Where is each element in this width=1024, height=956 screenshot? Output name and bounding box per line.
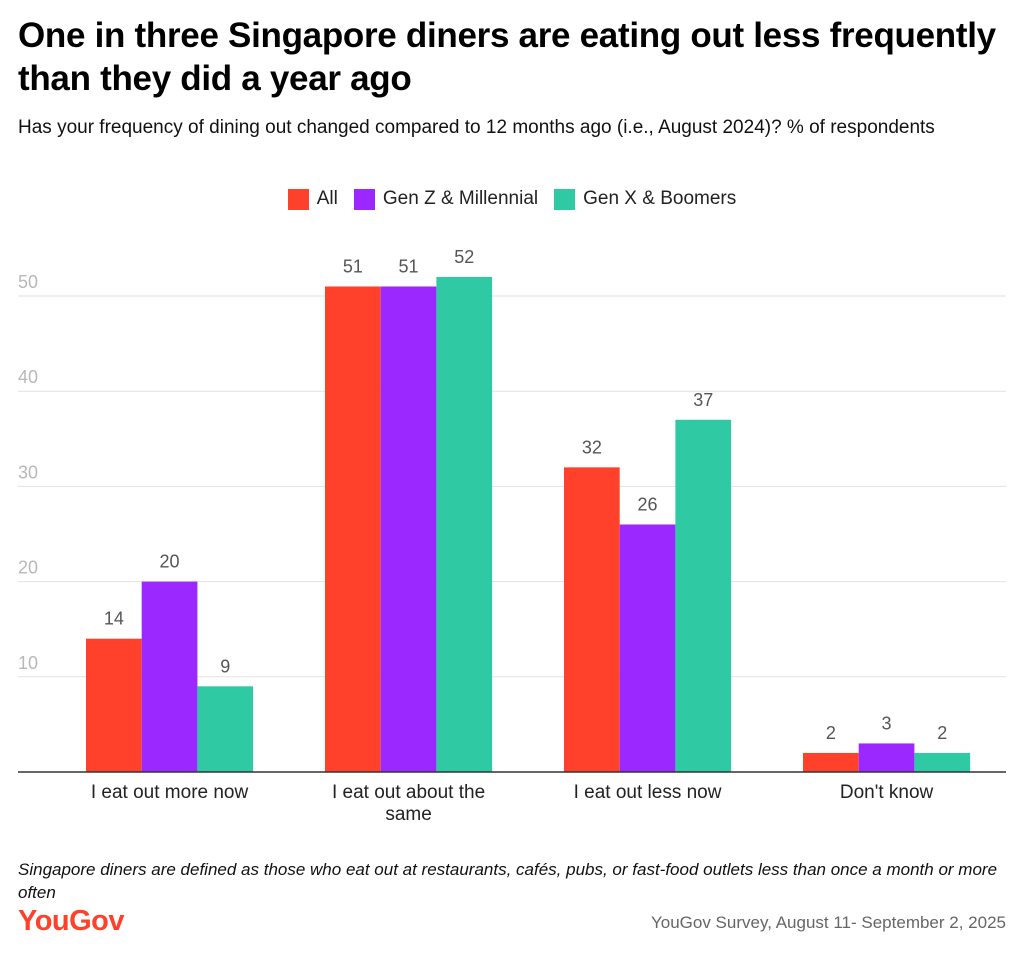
- legend-swatch-genz: [353, 188, 375, 210]
- bar-0-1: [141, 581, 198, 772]
- category-label-2: I eat out less now: [574, 782, 722, 803]
- y-tick-label-20: 20: [18, 558, 38, 578]
- category-label-0: I eat out more now: [91, 782, 249, 803]
- legend-label-genz: Gen Z & Millennial: [382, 188, 539, 209]
- bar-1-2: [436, 276, 493, 772]
- bar-2-0: [564, 467, 620, 772]
- legend-item-genz: Gen Z & Millennial: [353, 188, 539, 210]
- chart-subtitle: Has your frequency of dining out changed…: [18, 117, 935, 138]
- yougov-logo: YouGov: [18, 905, 125, 937]
- chart-title: One in three Singapore diners are eating…: [18, 16, 996, 98]
- bars-layer: [18, 276, 1006, 773]
- category-label-3: Don't know: [840, 782, 934, 803]
- y-tick-label-10: 10: [18, 653, 38, 673]
- y-tick-label-50: 50: [18, 272, 38, 292]
- value-label-1-2: 52: [454, 247, 474, 267]
- bar-3-2: [914, 752, 971, 772]
- value-label-0-2: 9: [220, 656, 230, 676]
- bar-2-1: [619, 524, 676, 772]
- source-text: YouGov Survey, August 11- September 2, 2…: [650, 913, 1006, 932]
- bar-0-2: [197, 686, 254, 772]
- bar-3-0: [803, 752, 859, 772]
- value-label-2-2: 37: [693, 390, 713, 410]
- value-label-3-0: 2: [826, 723, 836, 743]
- labels-layer: 10 20 30 40 50 14 20 9 I eat out more now 51 51 52 I…: [18, 247, 947, 825]
- value-label-1-1: 51: [399, 256, 419, 276]
- value-label-2-1: 26: [638, 494, 658, 514]
- bar-0-0: [86, 638, 142, 772]
- legend-label-all: All: [316, 188, 338, 209]
- value-label-1-0: 51: [343, 256, 363, 276]
- value-label-0-0: 14: [104, 609, 124, 629]
- value-label-0-1: 20: [160, 552, 180, 572]
- value-label-3-2: 2: [937, 723, 947, 743]
- value-label-2-0: 32: [582, 437, 602, 457]
- bar-3-1: [858, 743, 915, 772]
- bar-1-0: [325, 286, 381, 772]
- legend-item-all: All: [287, 188, 338, 210]
- value-label-3-1: 3: [882, 713, 892, 733]
- legend: All Gen Z & Millennial Gen X & Boomers: [0, 186, 1024, 212]
- bar-1-1: [380, 286, 437, 772]
- y-tick-label-30: 30: [18, 462, 38, 482]
- legend-swatch-all: [287, 188, 309, 210]
- category-label-1: I eat out about the same: [332, 782, 485, 825]
- bar-chart: 10 20 30 40 50 14 20 9 I eat out more now 51 51 52 I…: [18, 247, 1006, 825]
- y-tick-label-40: 40: [18, 367, 38, 387]
- legend-item-genx: Gen X & Boomers: [554, 188, 736, 210]
- legend-swatch-genx: [554, 188, 576, 210]
- grid-layer: [18, 295, 1006, 678]
- footnote: Singapore diners are defined as those wh…: [18, 860, 998, 902]
- bar-2-2: [675, 419, 732, 772]
- legend-label-genx: Gen X & Boomers: [583, 188, 737, 209]
